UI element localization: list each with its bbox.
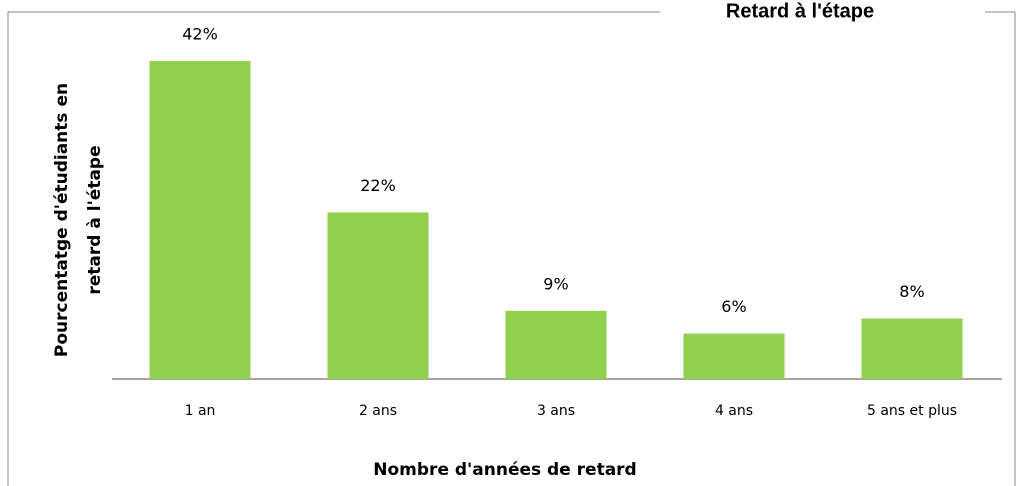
x-axis-label: Nombre d'années de retard [373,460,636,480]
chart-title: Retard à l'étape [726,0,874,22]
frame [7,11,1016,486]
data-label: 22% [360,176,396,195]
data-label: 8% [899,282,924,301]
x-tick-label: 2 ans [359,403,397,419]
x-tick-label: 1 an [185,403,216,419]
x-tick-label: 5 ans et plus [867,403,957,419]
x-tick-label: 3 ans [537,403,575,419]
bar [327,212,429,379]
y-axis-label: Pourcentatge d'étudiants en retard à l'ét… [52,83,105,357]
bar [505,310,607,379]
data-label: 42% [182,25,218,44]
data-label: 6% [721,297,746,316]
bar [683,333,785,379]
bar [149,61,251,380]
bar [861,318,963,379]
data-label: 9% [543,274,568,293]
x-tick-label: 4 ans [715,403,753,419]
